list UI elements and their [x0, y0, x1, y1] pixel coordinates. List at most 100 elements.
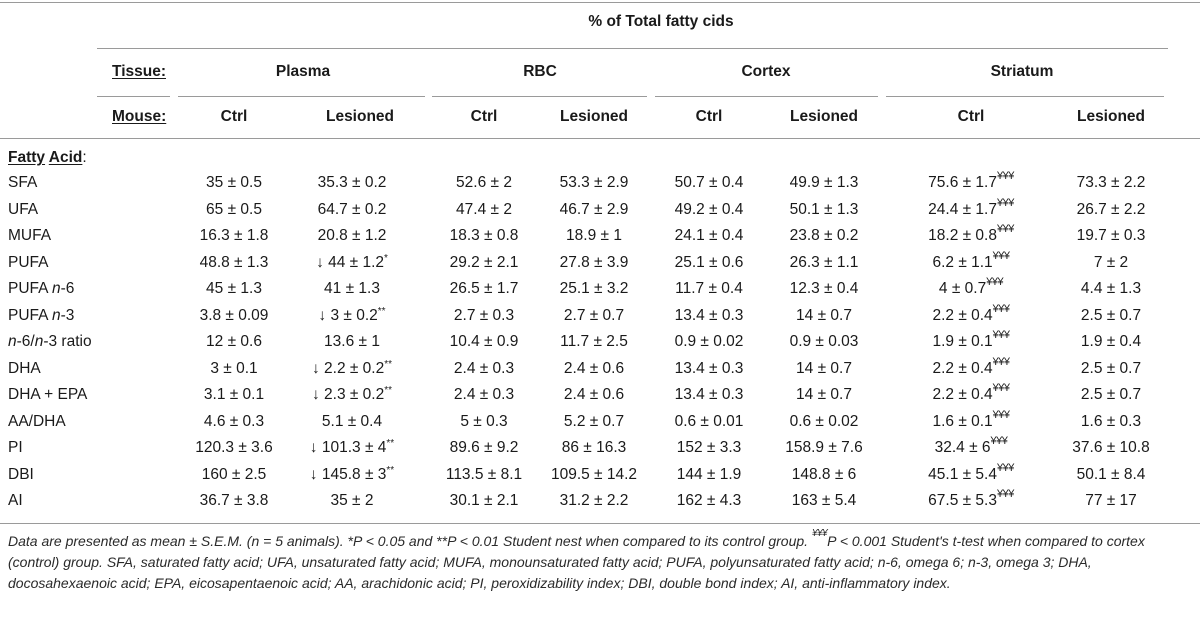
fatty-acid-header: Fatty Acid: — [8, 149, 87, 167]
table-cell: 11.7 ± 2.5 — [560, 333, 628, 351]
cell-value: 48.8 ± 1.3 — [199, 253, 269, 271]
significance-mark: ¥¥¥ — [992, 302, 1010, 315]
cell-value: 2.4 ± 0.6 — [563, 386, 625, 403]
row-label: PI — [8, 439, 23, 457]
table-cell: 0.9 ± 0.02 — [675, 333, 744, 351]
cell-value: 16.3 ± 1.8 — [199, 227, 269, 244]
cell-value: 26.7 ± 2.2 — [1076, 200, 1146, 218]
table-title: % of Total fatty cids — [588, 13, 734, 30]
table-cell: 45 ± 1.3 — [206, 280, 262, 298]
group-header: Lesioned — [1076, 108, 1146, 125]
table-cell: 1.9 ± 0.4 — [1081, 333, 1141, 351]
cell-value: 2.5 ± 0.7 — [1080, 359, 1142, 377]
cell-value: 29.2 ± 2.1 — [449, 253, 519, 271]
table-cell: 64.7 ± 0.2 — [318, 201, 387, 219]
cell-value: 13.4 ± 0.3 — [674, 306, 744, 324]
table-cell: 1.6 ± 0.3 — [1081, 413, 1141, 431]
cell-value: 1.6 ± 0.1 — [932, 412, 993, 430]
cell-value: 162 ± 4.3 — [676, 492, 742, 509]
cell-value: 13.4 ± 0.3 — [674, 359, 744, 377]
table-cell: 26.5 ± 1.7 — [450, 280, 519, 298]
table-cell: 0.9 ± 0.03 — [790, 333, 859, 351]
cell-value: 113.5 ± 8.1 — [445, 465, 523, 483]
rule-under-striatum — [886, 96, 1164, 97]
table-cell: 52.6 ± 2 — [456, 174, 512, 192]
row-label: DBI — [8, 466, 34, 484]
table-cell: 2.4 ± 0.3 — [454, 360, 514, 378]
cell-value: 13.6 ± 1 — [324, 333, 380, 350]
table-cell: 35 ± 0.5 — [206, 174, 262, 192]
cell-value: 32.4 ± 6 — [934, 439, 991, 456]
table-cell: 67.5 ± 5.3¥¥¥ — [928, 489, 1014, 510]
cell-value: 25.1 ± 0.6 — [674, 253, 744, 271]
table-cell: 48.8 ± 1.3 — [200, 254, 269, 272]
header-bottom-rule — [0, 138, 1200, 139]
cell-value: 5.2 ± 0.7 — [563, 412, 625, 430]
table-cell: 16.3 ± 1.8 — [200, 227, 269, 245]
significance-mark: ** — [377, 305, 386, 317]
significance-mark: ¥¥¥ — [992, 408, 1010, 421]
cell-value: 18.9 ± 1 — [566, 227, 622, 244]
cell-value: 6.2 ± 1.1 — [932, 253, 993, 271]
table-cell: 35 ± 2 — [331, 492, 374, 510]
cell-value: ↓ 101.3 ± 4 — [309, 439, 387, 456]
significance-mark: ¥¥¥ — [996, 170, 1014, 182]
row-label: PUFA — [8, 254, 48, 272]
significance-mark: ** — [384, 358, 393, 370]
cell-value: 18.3 ± 0.8 — [449, 227, 519, 244]
cell-value: 24.4 ± 1.7 — [928, 200, 997, 218]
cell-value: 24.1 ± 0.4 — [674, 227, 744, 244]
cell-value: 5 ± 0.3 — [460, 412, 508, 430]
table-cell: 2.2 ± 0.4¥¥¥ — [932, 383, 1010, 404]
table-cell: 37.6 ± 10.8 — [1072, 439, 1149, 457]
cell-value: 0.6 ± 0.02 — [789, 412, 859, 430]
table-cell: 13.6 ± 1 — [324, 333, 380, 351]
cell-value: 13.4 ± 0.3 — [674, 386, 744, 403]
table-cell: 2.5 ± 0.7 — [1081, 360, 1141, 378]
group-header: Lesioned — [559, 108, 629, 125]
tissue-plasma: Plasma — [275, 63, 331, 80]
table-cell: 158.9 ± 7.6 — [785, 439, 862, 457]
row-label-part: n — [51, 280, 61, 297]
top-rule — [0, 2, 1200, 3]
cell-value: 27.8 ± 3.9 — [559, 253, 629, 271]
cell-value: 4.6 ± 0.3 — [203, 412, 265, 430]
cell-value: 160 ± 2.5 — [201, 465, 267, 483]
cell-value: 0.9 ± 0.02 — [674, 333, 744, 350]
table-cell: 29.2 ± 2.1 — [450, 254, 519, 272]
cell-value: 152 ± 3.3 — [676, 439, 742, 456]
table-cell: 2.4 ± 0.6 — [564, 386, 624, 404]
table-cell: 36.7 ± 3.8 — [200, 492, 269, 510]
cell-value: 2.4 ± 0.3 — [453, 359, 515, 377]
footnote-part2: P < 0.001 Student's t-test when compared… — [8, 533, 1145, 591]
cell-value: 1.9 ± 0.1 — [932, 333, 993, 350]
table-footnote: Data are presented as mean ± S.E.M. (n =… — [8, 529, 1192, 594]
cell-value: 23.8 ± 0.2 — [789, 227, 859, 244]
table-cell: 2.4 ± 0.6 — [564, 360, 624, 378]
row-label-part: n — [8, 333, 17, 350]
table-cell: 24.4 ± 1.7¥¥¥ — [928, 197, 1014, 219]
table-cell: 2.2 ± 0.4¥¥¥ — [932, 356, 1010, 378]
row-label-text: DHA — [8, 359, 41, 377]
table-cell: 0.6 ± 0.02 — [790, 413, 859, 431]
table-cell: 14 ± 0.7 — [796, 307, 852, 325]
table-cell: 6.2 ± 1.1¥¥¥ — [932, 250, 1010, 272]
significance-mark: ¥¥¥ — [992, 249, 1010, 262]
table-cell: 3 ± 0.1 — [210, 360, 257, 378]
cell-value: 49.2 ± 0.4 — [674, 200, 744, 218]
table-cell: 47.4 ± 2 — [456, 201, 512, 219]
table-cell: 162 ± 4.3 — [677, 492, 742, 510]
rule-under-plasma — [178, 96, 425, 97]
cell-value: 45 ± 1.3 — [206, 280, 262, 297]
table-cell: 14 ± 0.7 — [796, 386, 852, 404]
table-cell: 49.2 ± 0.4 — [675, 201, 744, 219]
group-header: Ctrl — [470, 108, 498, 125]
cell-value: 41 ± 1.3 — [324, 280, 380, 297]
row-label-text: SFA — [8, 174, 38, 191]
table-cell: 5.2 ± 0.7 — [564, 413, 624, 431]
cell-value: 35 ± 2 — [330, 492, 374, 509]
row-label-text: AI — [8, 492, 23, 509]
cell-value: 47.4 ± 2 — [456, 200, 512, 218]
table-cell: 109.5 ± 14.2 — [551, 466, 637, 484]
cell-value: 31.2 ± 2.2 — [559, 492, 629, 509]
